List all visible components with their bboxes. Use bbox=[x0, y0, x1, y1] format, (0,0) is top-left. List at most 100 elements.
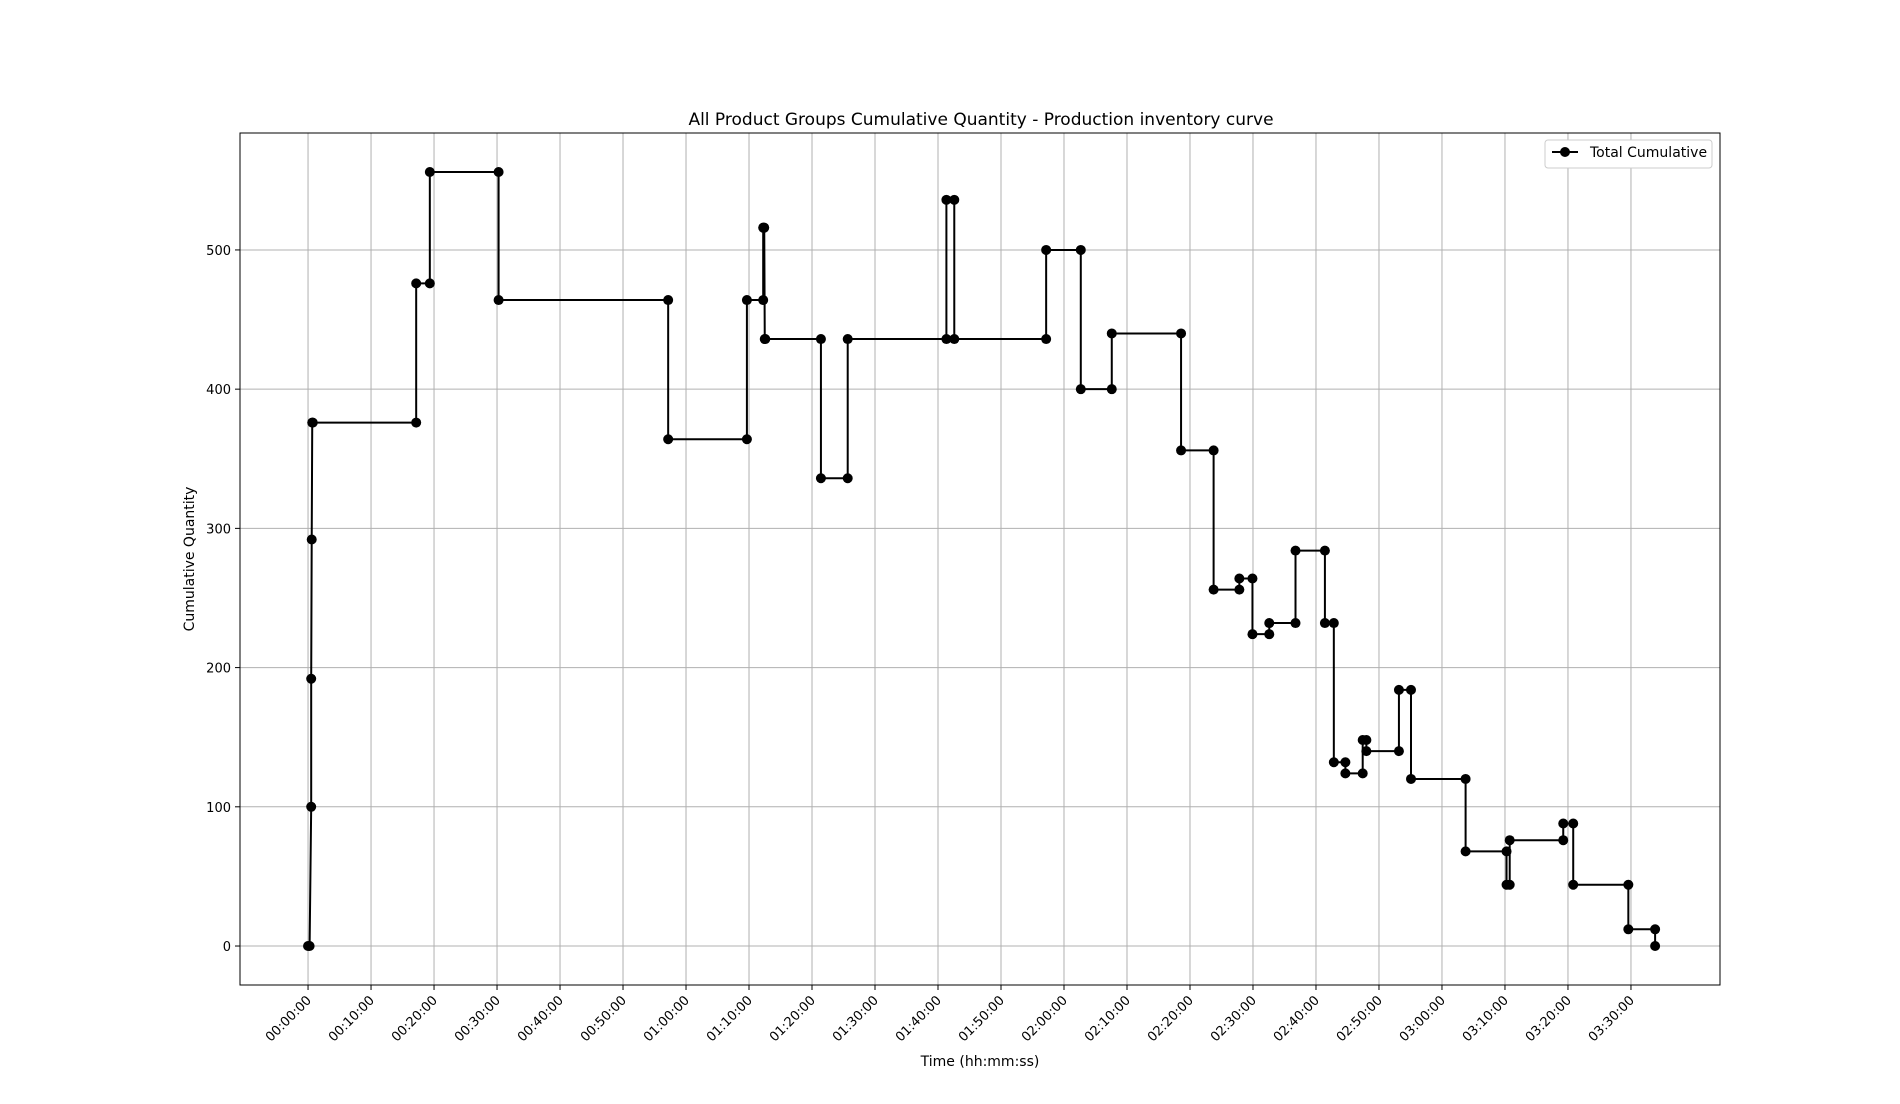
data-point bbox=[1340, 768, 1351, 779]
data-point bbox=[1501, 846, 1512, 857]
data-point bbox=[1106, 328, 1117, 339]
data-point bbox=[307, 417, 318, 428]
data-point bbox=[741, 295, 752, 306]
data-point bbox=[424, 166, 435, 177]
data-point bbox=[1623, 924, 1634, 935]
data-point bbox=[1558, 835, 1569, 846]
data-point bbox=[1650, 941, 1661, 952]
data-point bbox=[663, 434, 674, 445]
data-point bbox=[493, 295, 504, 306]
legend-marker bbox=[1560, 147, 1570, 157]
data-point bbox=[1075, 384, 1086, 395]
data-point bbox=[1568, 879, 1579, 890]
data-point bbox=[842, 473, 853, 484]
data-point bbox=[1357, 768, 1368, 779]
x-tick-label: 00:20:00 bbox=[389, 993, 441, 1045]
data-point bbox=[1568, 818, 1579, 829]
x-tick-label: 02:30:00 bbox=[1208, 993, 1260, 1045]
data-point bbox=[424, 278, 435, 289]
series-layer bbox=[303, 166, 1661, 952]
x-tick-label: 03:10:00 bbox=[1460, 993, 1512, 1045]
x-tick-label: 03:20:00 bbox=[1523, 993, 1575, 1045]
x-ticks-layer: 00:00:00 00:10:00 00:20:00 00:30:00 00:40:00… bbox=[263, 985, 1638, 1045]
legend-label: Total Cumulative bbox=[1589, 145, 1707, 161]
data-point bbox=[1176, 445, 1187, 456]
data-point bbox=[306, 534, 317, 545]
y-tick-label: 0 bbox=[223, 940, 231, 955]
data-point bbox=[1234, 584, 1245, 595]
data-point bbox=[941, 194, 952, 205]
x-tick-label: 03:00:00 bbox=[1397, 993, 1449, 1045]
y-tick-label: 200 bbox=[206, 662, 231, 677]
x-tick-label: 01:50:00 bbox=[956, 993, 1008, 1045]
data-point bbox=[1393, 684, 1404, 695]
data-point bbox=[941, 334, 952, 345]
data-point bbox=[1208, 445, 1219, 456]
data-point bbox=[1319, 618, 1330, 629]
x-tick-label: 01:10:00 bbox=[704, 993, 756, 1045]
y-tick-label: 100 bbox=[206, 801, 231, 816]
data-point bbox=[759, 222, 770, 233]
data-point bbox=[1650, 924, 1661, 935]
data-point bbox=[1247, 629, 1258, 640]
x-tick-label: 02:00:00 bbox=[1019, 993, 1071, 1045]
data-point bbox=[1504, 879, 1515, 890]
data-point bbox=[411, 417, 422, 428]
data-point bbox=[1361, 734, 1372, 745]
data-point bbox=[1234, 573, 1245, 584]
legend: Total Cumulative bbox=[1544, 139, 1713, 169]
data-point bbox=[815, 334, 826, 345]
x-tick-label: 00:30:00 bbox=[452, 993, 504, 1045]
data-point bbox=[1041, 334, 1052, 345]
data-point bbox=[1340, 757, 1351, 768]
data-point bbox=[1264, 629, 1275, 640]
data-point bbox=[1328, 618, 1339, 629]
x-tick-label: 01:00:00 bbox=[641, 993, 693, 1045]
x-tick-label: 02:10:00 bbox=[1082, 993, 1134, 1045]
data-point bbox=[1460, 846, 1471, 857]
data-point bbox=[1319, 545, 1330, 556]
data-point bbox=[411, 278, 422, 289]
data-point bbox=[842, 334, 853, 345]
x-tick-label: 00:10:00 bbox=[326, 993, 378, 1045]
series-line bbox=[308, 170, 1657, 948]
chart-title: All Product Groups Cumulative Quantity -… bbox=[688, 110, 1273, 130]
data-point bbox=[949, 334, 960, 345]
y-axis-label: Cumulative Quantity bbox=[182, 487, 198, 632]
y-ticks-layer: 0 100 200 300 400 500 bbox=[206, 244, 240, 955]
data-point bbox=[1361, 746, 1372, 757]
data-point bbox=[663, 295, 674, 306]
data-point bbox=[1075, 244, 1086, 255]
data-point bbox=[304, 941, 315, 952]
data-point bbox=[1623, 879, 1634, 890]
x-tick-label: 03:30:00 bbox=[1586, 993, 1638, 1045]
data-point bbox=[1247, 573, 1258, 584]
y-tick-label: 400 bbox=[206, 383, 231, 398]
x-tick-label: 00:00:00 bbox=[263, 993, 315, 1045]
x-tick-label: 01:20:00 bbox=[767, 993, 819, 1045]
plot-frame bbox=[239, 132, 1721, 986]
x-tick-label: 01:30:00 bbox=[830, 993, 882, 1045]
x-axis-label: Time (hh:mm:ss) bbox=[920, 1054, 1040, 1070]
x-tick-label: 02:20:00 bbox=[1145, 993, 1197, 1045]
x-tick-label: 01:40:00 bbox=[893, 993, 945, 1045]
x-tick-label: 00:40:00 bbox=[515, 993, 567, 1045]
data-point bbox=[1290, 545, 1301, 556]
data-point bbox=[815, 473, 826, 484]
data-point bbox=[1290, 618, 1301, 629]
legend-box bbox=[1544, 139, 1713, 169]
data-point bbox=[1460, 773, 1471, 784]
data-point bbox=[306, 673, 317, 684]
data-point bbox=[741, 434, 752, 445]
data-point bbox=[306, 801, 317, 812]
data-point bbox=[1504, 835, 1515, 846]
data-point bbox=[1106, 384, 1117, 395]
data-point bbox=[1264, 618, 1275, 629]
data-point bbox=[1393, 746, 1404, 757]
grid-layer bbox=[240, 133, 1720, 985]
data-point bbox=[760, 334, 771, 345]
y-tick-label: 300 bbox=[206, 522, 231, 537]
data-point bbox=[1176, 328, 1187, 339]
